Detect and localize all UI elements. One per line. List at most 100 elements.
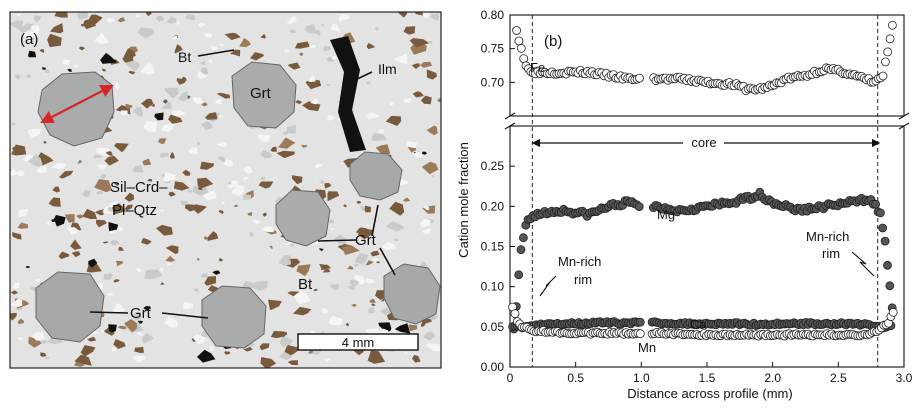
- annotation-core: core: [691, 135, 716, 150]
- mineral-grain: [270, 146, 277, 152]
- mineral-grain: [365, 260, 374, 266]
- mineral-grain: [268, 299, 282, 311]
- mineral-grain: [310, 98, 319, 105]
- mineral-grain: [169, 151, 175, 159]
- mineral-grain: [430, 13, 440, 22]
- mineral-grain: [58, 251, 70, 260]
- mineral-grain: [307, 75, 316, 82]
- panel-a-label: (a): [20, 31, 38, 48]
- mineral-grain: [52, 186, 60, 193]
- mineral-grain: [173, 181, 190, 191]
- mineral-grain: [394, 323, 411, 334]
- mineral-grain: [76, 214, 84, 219]
- mineral-grain: [357, 227, 374, 240]
- mineral-grain: [147, 179, 153, 182]
- mineral-grain: [17, 318, 24, 325]
- mineral-grain: [108, 324, 117, 333]
- mineral-grain: [203, 236, 208, 240]
- mineral-grain: [252, 219, 261, 225]
- garnet-grain-bottom-left: [35, 271, 105, 343]
- mineral-grain: [278, 259, 291, 266]
- mineral-grain: [327, 218, 334, 224]
- data-point-fe: [516, 43, 526, 53]
- x-tick-label: 1.0: [633, 371, 650, 385]
- data-point-mn: [888, 307, 898, 317]
- axis-break-mark: [504, 122, 516, 130]
- mineral-grain: [145, 12, 152, 17]
- mineral-grain: [76, 12, 88, 20]
- data-point-mg: [514, 270, 524, 280]
- mineral-grain: [160, 209, 164, 212]
- mineral-grain: [378, 322, 392, 333]
- mineral-grain: [124, 319, 138, 333]
- mineral-grain: [103, 273, 113, 280]
- mineral-grain: [411, 63, 420, 69]
- mineral-grain: [247, 212, 253, 216]
- y-tick-label: 0.20: [481, 199, 505, 213]
- mineral-grain: [96, 190, 104, 195]
- mineral-grain: [353, 263, 359, 268]
- series-label-mn: Mn: [638, 340, 656, 355]
- mineral-grain: [364, 205, 371, 213]
- mineral-grain: [187, 189, 192, 193]
- mineral-grain: [341, 244, 360, 255]
- mineral-grain: [365, 278, 376, 284]
- mineral-grain: [167, 262, 172, 266]
- mineral-grain: [261, 226, 274, 233]
- mineral-grain: [132, 312, 141, 321]
- annotation-mn-rich-right-line2: rim: [822, 246, 840, 261]
- label-bt-bottom: Bt: [298, 276, 313, 293]
- ilmenite-grain: [330, 36, 366, 152]
- mineral-grain: [420, 322, 426, 328]
- mineral-grain: [200, 67, 209, 75]
- label-leaders: [89, 49, 396, 319]
- mineral-grain: [182, 169, 191, 176]
- mineral-grain: [212, 270, 221, 275]
- mineral-grain: [370, 250, 380, 257]
- mineral-grain: [174, 44, 183, 54]
- mineral-grain: [314, 164, 323, 169]
- mineral-grain: [183, 301, 194, 310]
- mineral-grain: [159, 152, 170, 159]
- micrograph-panel: (a) Bt Ilm Grt Sil–Crd– Pl–Qtz Grt Bt Gr…: [9, 11, 442, 369]
- data-point-fe: [888, 20, 897, 30]
- mineral-grain: [287, 360, 298, 366]
- mineral-grain: [134, 346, 144, 353]
- mineral-grain: [40, 352, 47, 357]
- mineral-grain: [28, 336, 42, 348]
- mineral-grain: [200, 61, 206, 65]
- mineral-grain: [420, 95, 432, 105]
- chart-series: [508, 20, 898, 341]
- mineral-grain: [101, 329, 105, 333]
- data-point-fe: [519, 54, 529, 63]
- data-point-fe: [514, 36, 524, 46]
- series-label-mg: Mg: [657, 207, 675, 222]
- mineral-grain: [162, 99, 168, 104]
- mineral-grain: [329, 284, 339, 290]
- mineral-grain: [285, 241, 291, 246]
- y-tick-label: 0.05: [481, 320, 505, 334]
- mineral-grain: [124, 192, 134, 202]
- mineral-grain: [301, 144, 308, 148]
- mineral-grain: [150, 104, 155, 107]
- mineral-grain: [114, 143, 129, 153]
- mineral-grain: [42, 67, 46, 70]
- mineral-grain: [328, 315, 343, 326]
- mineral-grain: [116, 260, 123, 267]
- mineral-grain: [429, 315, 439, 322]
- mineral-grain: [338, 13, 350, 22]
- mineral-grain: [348, 285, 356, 291]
- mineral-grain: [330, 23, 341, 32]
- mineral-grain: [128, 70, 136, 75]
- axis-break-mark: [898, 112, 910, 120]
- mineral-grain: [415, 12, 424, 16]
- mineral-grain: [140, 62, 155, 75]
- mineral-grain: [89, 14, 100, 21]
- mineral-grain: [71, 251, 81, 258]
- mineral-grain: [230, 185, 245, 197]
- mineral-grain: [227, 181, 232, 185]
- y-tick-label: 0.10: [481, 280, 505, 294]
- mineral-grain: [354, 253, 369, 265]
- mineral-grain: [322, 308, 329, 314]
- mineral-grain: [198, 22, 205, 28]
